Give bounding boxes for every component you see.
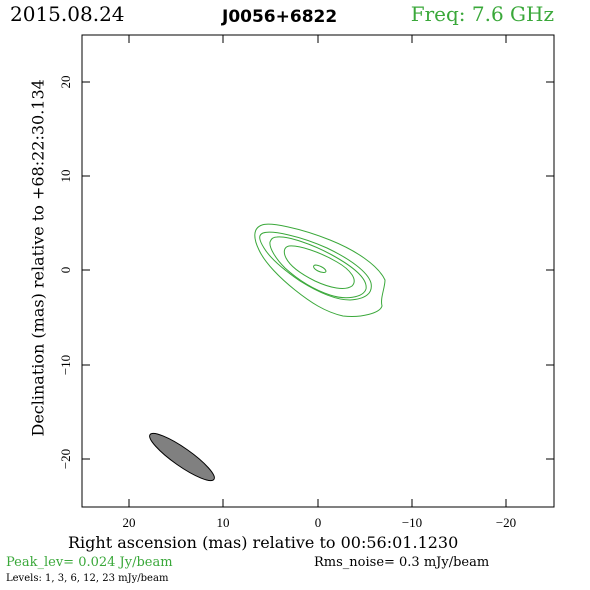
x-tick-label: 20 xyxy=(123,515,136,530)
x-tick-label: 0 xyxy=(315,515,322,530)
y-tick-label: 20 xyxy=(58,76,73,89)
rms-noise: Rms_noise= 0.3 mJy/beam xyxy=(314,555,490,570)
contour-level-5 xyxy=(313,264,327,273)
y-ticks xyxy=(82,81,554,460)
y-tick-label: 0 xyxy=(58,267,73,274)
x-tick-label: −10 xyxy=(402,515,422,530)
contour-level-1 xyxy=(254,223,386,317)
beam-ellipse xyxy=(149,432,215,482)
y-tick-label: 10 xyxy=(58,170,73,183)
x-tick-label: 10 xyxy=(217,515,230,530)
contour-level-2 xyxy=(259,231,372,301)
contour-levels: Levels: 1, 3, 6, 12, 23 mJy/beam xyxy=(6,573,169,584)
x-ticks xyxy=(128,35,507,507)
y-tick-label: −10 xyxy=(58,355,73,375)
x-axis-label: Right ascension (mas) relative to 00:56:… xyxy=(68,533,459,552)
y-axis-label: Declination (mas) relative to +68:22:30.… xyxy=(28,79,48,437)
contour-set xyxy=(254,223,386,317)
x-tick-label: −20 xyxy=(496,515,516,530)
contour-level-3 xyxy=(269,236,367,299)
frequency-label: Freq: 7.6 GHz xyxy=(410,2,554,26)
observation-date: 2015.08.24 xyxy=(10,2,125,26)
y-tick-label: −20 xyxy=(58,449,73,469)
peak-level: Peak_lev= 0.024 Jy/beam xyxy=(6,555,173,570)
source-name: J0056+6822 xyxy=(222,7,338,27)
contour-level-4 xyxy=(283,245,355,289)
